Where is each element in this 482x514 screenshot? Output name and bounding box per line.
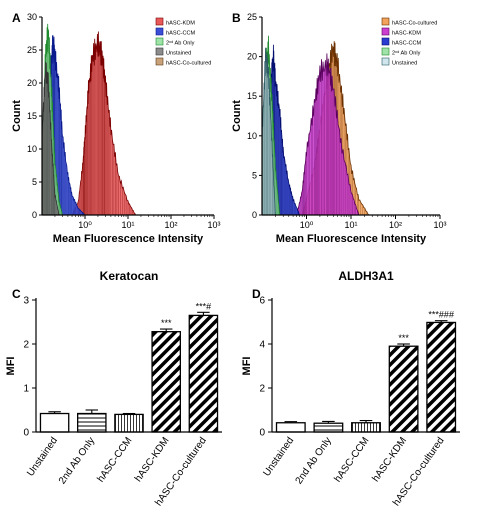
chart-title: ALDH3A1 [338,269,394,283]
category-label: hASC-KDM [133,435,172,484]
legend-label: 2ⁿᵈ Ab Only [392,50,421,57]
legend-label: hASC-KDM [166,21,195,27]
y-tick-label: 6 [259,296,265,307]
y-tick-label: 25 [27,45,37,55]
y-tick-label: 0 [259,428,265,439]
y-tick-label: 2 [259,384,265,395]
legend-label: Unstained [392,61,417,67]
x-tick-label: 10¹ [121,220,134,230]
y-tick-label: 10 [247,131,257,141]
y-tick-label: 4 [259,340,265,351]
legend-swatch [155,47,164,56]
panel-label: B [232,11,241,25]
panel-label: C [12,287,21,301]
x-tick-label: 10³ [433,220,446,230]
bar-pattern [152,331,181,432]
y-tick-label: 20 [27,78,37,88]
bar-pattern [426,322,456,432]
histogram-panel-b: B 0 5 10 15 20 25 10⁰ 10¹ 10² 10³ Mean Fluorescence… [231,11,447,245]
category-label: Unstained [25,435,60,478]
legend-swatch [381,37,390,46]
legend-label: Unstained [166,51,191,57]
legend-swatch [381,17,390,26]
bar-pattern [314,423,343,432]
legend-swatch [155,57,164,66]
y-tick-label: 2 [23,340,29,351]
y-tick-label: 15 [27,111,37,121]
legend-label: hASC-CCM [166,31,196,37]
y-axis-title: MFI [241,357,253,376]
significance-label: *** [398,333,409,343]
panel-label: D [252,287,261,301]
y-tick-label: 0 [252,210,257,220]
x-tick-label: 10² [389,220,402,230]
y-tick-label: 25 [247,12,257,22]
x-tick-label: 10¹ [344,220,357,230]
y-tick-label: 0 [32,210,37,220]
y-axis-title: MFI [5,357,17,376]
category-label: hASC-KDM [370,435,409,484]
significance-label: ***### [428,310,454,320]
category-label: 2nd Ab Only [57,435,97,486]
significance-label: ***# [196,301,212,311]
category-label: 2nd Ab Only [294,435,334,486]
legend-swatch [155,37,164,46]
legend-swatch [381,27,390,36]
bar-pattern [114,414,144,432]
y-axis-title: Count [231,100,243,132]
y-tick-label: 5 [252,170,257,180]
bar-background [40,413,69,432]
y-tick-label: 30 [27,12,37,22]
legend-swatch [155,27,164,36]
x-axis-title: Mean Fluorescence Intensity [276,233,427,245]
y-axis-title: Count [11,100,23,132]
x-tick-label: 10⁰ [78,220,92,230]
y-tick-label: 3 [23,296,29,307]
bar-pattern [77,413,106,432]
category-label: hASC-CCM [332,435,371,484]
bar-background [276,422,306,432]
legend-swatch [381,47,390,56]
legend-label: 2ⁿᵈ Ab Only [166,40,195,47]
y-tick-label: 20 [247,52,257,62]
y-tick-label: 10 [27,144,37,154]
x-tick-label: 10⁰ [300,220,314,230]
y-tick-label: 5 [32,177,37,187]
x-axis-title: Mean Fluorescence Intensity [53,233,204,245]
legend-swatch [381,57,390,66]
legend-label: hASC-Co-cultured [392,21,437,27]
series-area-0 [71,31,137,216]
y-tick-label: 0 [23,428,29,439]
chart-title: Keratocan [100,269,159,283]
bar-pattern [189,315,218,432]
legend-swatch [155,17,164,26]
legend-label: hASC-CCM [392,41,422,47]
legend-label: hASC-Co-cultured [166,61,211,67]
x-tick-label: 10² [164,220,177,230]
legend-label: hASC-KDM [392,31,421,37]
category-label: hASC-CCM [95,435,134,484]
bar-pattern [389,346,418,432]
y-tick-label: 1 [23,384,29,395]
panel-label: A [12,11,21,25]
category-label: Unstained [261,435,296,478]
bar-pattern [351,422,381,432]
significance-label: *** [161,318,172,328]
y-tick-label: 15 [247,91,257,101]
x-tick-label: 10³ [207,220,220,230]
